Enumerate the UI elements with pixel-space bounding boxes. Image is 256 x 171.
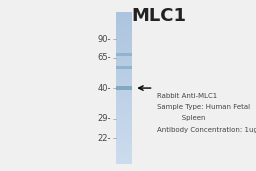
Bar bbox=[116, 57, 132, 60]
Bar bbox=[116, 12, 132, 14]
Bar bbox=[116, 92, 132, 94]
Bar bbox=[116, 53, 132, 56]
Bar bbox=[116, 66, 132, 69]
Bar bbox=[116, 40, 132, 42]
Bar bbox=[116, 124, 132, 126]
Bar bbox=[116, 63, 132, 65]
Bar bbox=[116, 86, 132, 90]
Bar bbox=[116, 38, 132, 41]
Bar bbox=[116, 59, 132, 61]
Bar bbox=[116, 158, 132, 160]
Bar bbox=[116, 37, 132, 39]
Bar bbox=[116, 16, 132, 18]
Text: Antibody Concentration: 1ug/mL: Antibody Concentration: 1ug/mL bbox=[157, 127, 256, 133]
Bar bbox=[116, 151, 132, 153]
Bar bbox=[116, 44, 132, 46]
Text: Spleen: Spleen bbox=[157, 115, 206, 121]
Bar bbox=[116, 115, 132, 117]
Bar bbox=[116, 147, 132, 149]
Bar bbox=[116, 126, 132, 128]
Bar bbox=[116, 149, 132, 151]
Bar bbox=[116, 103, 132, 105]
Bar bbox=[116, 160, 132, 162]
Bar bbox=[116, 86, 132, 88]
Bar bbox=[116, 35, 132, 37]
Bar bbox=[116, 105, 132, 107]
Text: 40-: 40- bbox=[98, 84, 111, 93]
Bar bbox=[116, 141, 132, 143]
Bar bbox=[116, 97, 132, 100]
Bar bbox=[116, 17, 132, 20]
Bar bbox=[116, 82, 132, 84]
Text: 22-: 22- bbox=[98, 134, 111, 143]
Bar bbox=[116, 109, 132, 111]
Bar bbox=[116, 107, 132, 109]
Text: 29-: 29- bbox=[98, 114, 111, 123]
Bar bbox=[116, 67, 132, 69]
Bar bbox=[116, 95, 132, 98]
Bar bbox=[116, 153, 132, 155]
Bar bbox=[116, 56, 132, 58]
Bar bbox=[116, 31, 132, 33]
Bar bbox=[116, 52, 132, 54]
Bar bbox=[116, 135, 132, 137]
Text: 65-: 65- bbox=[98, 53, 111, 62]
Bar bbox=[116, 154, 132, 157]
Bar bbox=[116, 73, 132, 75]
Bar bbox=[116, 88, 132, 90]
Bar bbox=[116, 90, 132, 92]
Bar bbox=[116, 23, 132, 25]
Bar bbox=[116, 27, 132, 29]
Bar bbox=[116, 14, 132, 16]
Bar bbox=[116, 19, 132, 22]
Bar bbox=[116, 84, 132, 86]
Bar bbox=[116, 113, 132, 115]
Text: Sample Type: Human Fetal: Sample Type: Human Fetal bbox=[157, 104, 251, 110]
Text: Rabbit Anti-MLC1: Rabbit Anti-MLC1 bbox=[157, 93, 218, 99]
Bar bbox=[116, 143, 132, 145]
Text: MLC1: MLC1 bbox=[131, 7, 186, 25]
Bar bbox=[116, 122, 132, 124]
Bar bbox=[116, 48, 132, 50]
Bar bbox=[116, 120, 132, 122]
Bar bbox=[116, 80, 132, 82]
Bar bbox=[116, 46, 132, 48]
Bar bbox=[116, 156, 132, 159]
Bar bbox=[116, 54, 132, 56]
Bar bbox=[116, 75, 132, 77]
Bar bbox=[116, 50, 132, 52]
Bar bbox=[116, 118, 132, 120]
Bar bbox=[116, 78, 132, 80]
Bar bbox=[116, 76, 132, 78]
Bar bbox=[116, 25, 132, 27]
Text: 90-: 90- bbox=[98, 35, 111, 44]
Bar bbox=[116, 116, 132, 119]
Bar bbox=[116, 33, 132, 35]
Bar bbox=[116, 134, 132, 136]
Bar bbox=[116, 29, 132, 31]
Bar bbox=[116, 130, 132, 132]
Bar bbox=[116, 101, 132, 103]
Bar bbox=[116, 137, 132, 139]
Bar bbox=[116, 139, 132, 141]
Bar bbox=[116, 42, 132, 44]
Bar bbox=[116, 132, 132, 134]
Bar bbox=[116, 128, 132, 130]
Bar bbox=[116, 94, 132, 96]
Bar bbox=[116, 71, 132, 73]
Bar bbox=[116, 99, 132, 101]
Bar bbox=[116, 111, 132, 113]
Bar bbox=[116, 61, 132, 63]
Bar bbox=[116, 145, 132, 147]
Bar bbox=[116, 21, 132, 23]
Bar bbox=[116, 69, 132, 71]
Bar bbox=[116, 65, 132, 67]
Bar bbox=[116, 162, 132, 164]
